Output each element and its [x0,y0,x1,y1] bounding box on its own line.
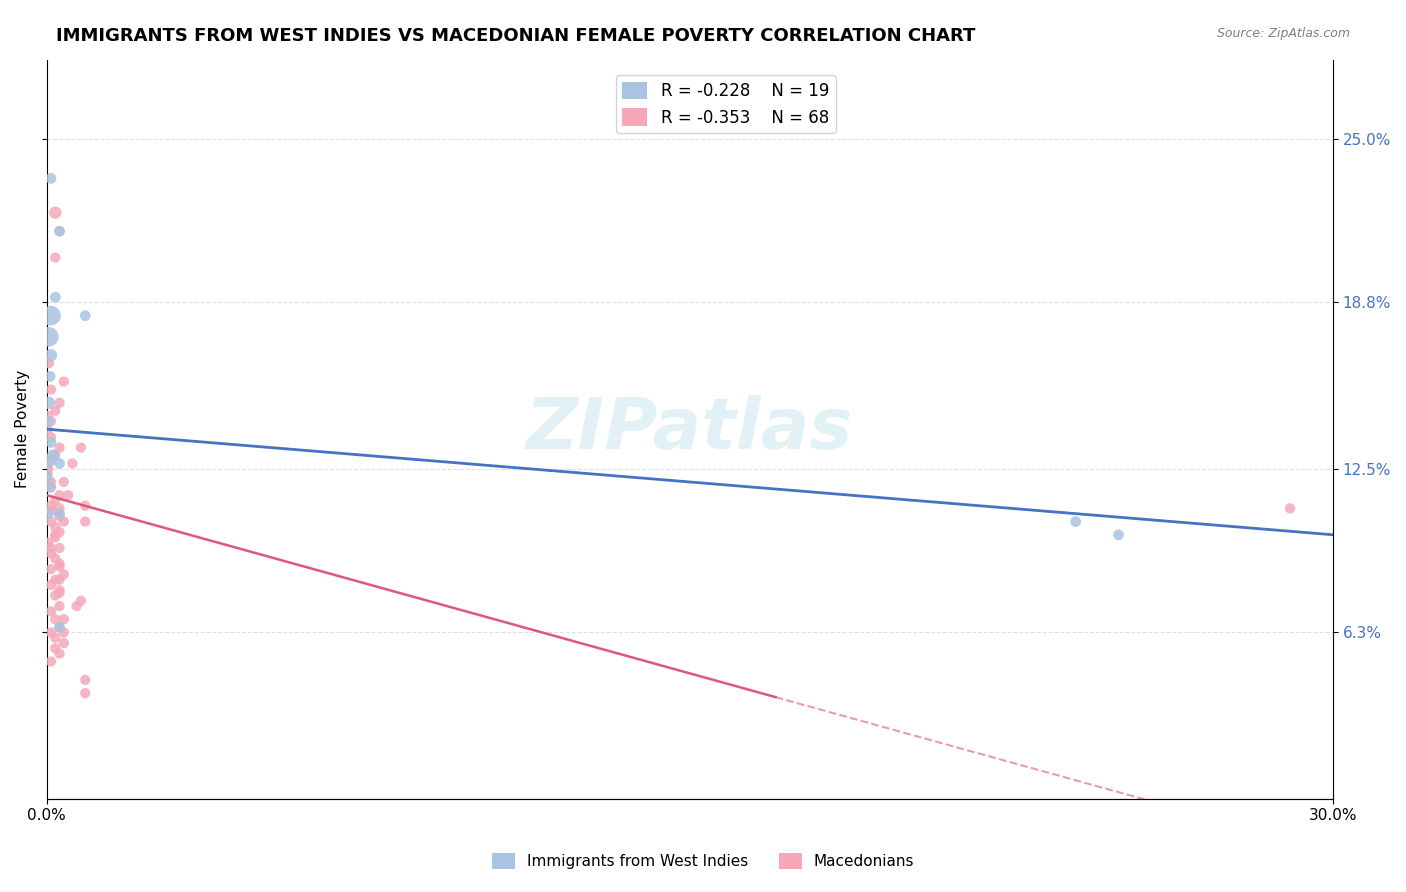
Point [44,449,66,463]
Point [39,625,62,640]
Point [38,396,60,410]
Point [39,475,62,489]
Point [48,620,70,634]
Point [1108,528,1130,542]
Point [39,480,62,494]
Point [48,501,70,516]
Point [37,507,59,521]
Point [44,290,66,304]
Point [42,449,65,463]
Point [48,509,70,524]
Point [48,224,70,238]
Point [44,205,66,219]
Point [39,541,62,555]
Point [44,589,66,603]
Point [75,686,97,700]
Point [48,396,70,410]
Point [39,604,62,618]
Point [52,636,75,650]
Point [75,515,97,529]
Point [52,475,75,489]
Point [37,422,59,436]
Point [39,430,62,444]
Point [1279,501,1302,516]
Point [48,224,70,238]
Point [39,435,62,450]
Point [52,567,75,582]
Point [75,673,97,687]
Point [37,467,59,481]
Point [44,520,66,534]
Legend: Immigrants from West Indies, Macedonians: Immigrants from West Indies, Macedonians [485,847,921,875]
Point [1064,515,1087,529]
Point [48,525,70,540]
Point [48,457,70,471]
Point [56,488,79,502]
Point [48,599,70,613]
Point [48,620,70,634]
Point [44,573,66,587]
Point [44,530,66,544]
Point [38,330,60,344]
Point [37,409,59,423]
Point [39,171,62,186]
Legend: R = -0.228    N = 19, R = -0.353    N = 68: R = -0.228 N = 19, R = -0.353 N = 68 [616,75,835,133]
Text: ZIPatlas: ZIPatlas [526,394,853,464]
Point [37,535,59,549]
Point [52,625,75,640]
Point [39,504,62,518]
Point [35,469,58,483]
Point [48,559,70,574]
Point [39,546,62,560]
Point [39,499,62,513]
Point [37,457,59,471]
Point [48,647,70,661]
Point [75,309,97,323]
Point [37,414,59,428]
Point [39,309,62,323]
Point [48,507,70,521]
Point [44,641,66,656]
Point [48,583,70,598]
Point [48,573,70,587]
Point [52,612,75,626]
Point [39,383,62,397]
Point [48,586,70,600]
Point [70,441,93,455]
Point [48,441,70,455]
Point [39,655,62,669]
Point [48,488,70,502]
Point [39,562,62,576]
Y-axis label: Female Poverty: Female Poverty [15,370,30,488]
Point [44,403,66,417]
Point [44,631,66,645]
Point [38,356,60,370]
Point [52,515,75,529]
Point [48,541,70,555]
Point [48,557,70,571]
Point [44,528,66,542]
Point [39,578,62,592]
Point [70,594,93,608]
Point [44,251,66,265]
Point [39,454,62,468]
Point [39,414,62,428]
Point [39,480,62,494]
Point [75,499,97,513]
Point [39,369,62,384]
Point [37,462,59,476]
Point [39,348,62,362]
Point [44,551,66,566]
Text: IMMIGRANTS FROM WEST INDIES VS MACEDONIAN FEMALE POVERTY CORRELATION CHART: IMMIGRANTS FROM WEST INDIES VS MACEDONIA… [56,27,976,45]
Point [60,457,83,471]
Text: Source: ZipAtlas.com: Source: ZipAtlas.com [1216,27,1350,40]
Point [44,493,66,508]
Point [66,599,89,613]
Point [44,612,66,626]
Point [52,375,75,389]
Point [39,515,62,529]
